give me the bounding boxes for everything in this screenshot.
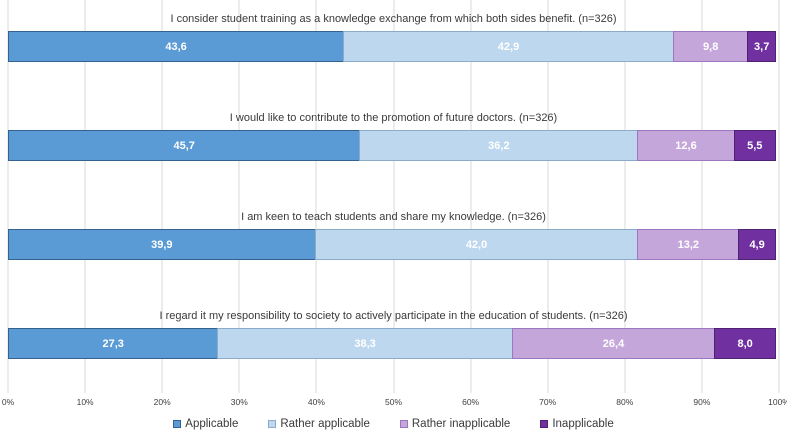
row-title-text: I consider student training as a knowled… xyxy=(170,13,617,25)
segment-value-label: 27,3 xyxy=(102,337,124,350)
row-title-text: I regard it my responsibility to society… xyxy=(159,310,628,322)
chart-row: I would like to contribute to the promot… xyxy=(8,99,779,198)
legend-item-applicable: Applicable xyxy=(173,418,238,430)
legend-label: Rather inapplicable xyxy=(411,418,511,430)
row-title: I am keen to teach students and share my… xyxy=(8,198,779,227)
bar-segment-applicable: 39,9 xyxy=(8,229,316,260)
segment-value-label: 39,9 xyxy=(151,238,173,251)
segment-value-label: 12,6 xyxy=(675,139,697,152)
segment-value-label: 26,4 xyxy=(602,337,625,350)
segment-value-label: 42,0 xyxy=(465,238,488,251)
legend-swatch-icon xyxy=(399,420,408,428)
gridline xyxy=(161,0,163,393)
row-title: I consider student training as a knowled… xyxy=(8,0,779,29)
segment-value-label: 4,9 xyxy=(749,238,765,251)
bar-segment-inapplicable: 8,0 xyxy=(714,328,776,359)
segment-value-label: 5,5 xyxy=(747,139,763,152)
bar-segment-applicable: 43,6 xyxy=(8,31,345,62)
gridline xyxy=(470,0,472,393)
x-axis-tick-label: 10% xyxy=(76,397,94,407)
segment-value-label: 45,7 xyxy=(173,139,195,152)
gridline xyxy=(315,0,317,393)
segment-value-label: 36,2 xyxy=(488,139,510,152)
x-axis-tick-label: 30% xyxy=(230,397,248,407)
bar-segment-applicable: 27,3 xyxy=(8,328,219,359)
bar-segment-rather-inapplicable: 9,8 xyxy=(672,31,749,62)
segment-value-label: 8,0 xyxy=(737,337,753,350)
bar-segment-rather-applicable: 42,0 xyxy=(314,229,639,260)
stacked-bar: 43,6 42,9 9,8 3,7 xyxy=(8,31,779,62)
x-axis-tick-label: 80% xyxy=(616,397,634,407)
bar-segment-inapplicable: 4,9 xyxy=(738,229,776,260)
gridline xyxy=(547,0,549,393)
legend: Applicable Rather applicable Rather inappl… xyxy=(0,413,787,435)
bar-segment-rather-applicable: 38,3 xyxy=(217,328,513,359)
segment-value-label: 42,9 xyxy=(497,40,520,53)
legend-swatch-icon xyxy=(268,420,277,428)
row-title: I regard it my responsibility to society… xyxy=(8,297,779,326)
bar-segment-inapplicable: 3,7 xyxy=(747,31,776,62)
gridline xyxy=(701,0,703,393)
chart-row: I regard it my responsibility to society… xyxy=(8,297,779,396)
segment-value-label: 3,7 xyxy=(754,40,770,53)
segment-value-label: 9,8 xyxy=(703,40,719,53)
segment-value-label: 13,2 xyxy=(677,238,700,251)
plot-area: I consider student training as a knowled… xyxy=(7,0,780,396)
x-axis-tick-label: 40% xyxy=(307,397,325,407)
gridline xyxy=(624,0,626,393)
bar-segment-rather-inapplicable: 13,2 xyxy=(637,229,740,260)
bar-segment-applicable: 45,7 xyxy=(8,130,361,161)
x-axis-tick-label: 70% xyxy=(539,397,557,407)
legend-swatch-icon xyxy=(173,420,182,428)
gridline xyxy=(84,0,86,393)
bar-segment-rather-inapplicable: 26,4 xyxy=(511,328,716,359)
segment-value-label: 38,3 xyxy=(354,337,376,350)
stacked-bar: 45,7 36,2 12,6 5,5 xyxy=(8,130,779,161)
bar-segment-inapplicable: 5,5 xyxy=(733,130,776,161)
x-axis-tick-label: 20% xyxy=(153,397,171,407)
x-axis-tick-label: 60% xyxy=(462,397,480,407)
gridline xyxy=(778,0,780,393)
gridline xyxy=(393,0,394,393)
stacked-bar: 27,3 38,3 26,4 8,0 xyxy=(8,328,779,359)
bar-segment-rather-applicable: 36,2 xyxy=(359,130,639,161)
x-axis-tick-label: 90% xyxy=(693,397,711,407)
legend-item-inapplicable: Inapplicable xyxy=(540,418,614,430)
legend-label: Rather applicable xyxy=(280,418,370,430)
legend-item-rather-applicable: Rather applicable xyxy=(268,418,370,430)
x-axis-tick-label: 100% xyxy=(768,397,787,407)
legend-item-rather-inapplicable: Rather inapplicable xyxy=(399,418,511,430)
chart-row: I consider student training as a knowled… xyxy=(8,0,779,99)
x-axis-tick-label: 50% xyxy=(384,397,403,407)
bar-segment-rather-applicable: 42,9 xyxy=(343,31,674,62)
legend-label: Applicable xyxy=(185,418,239,430)
chart-row: I am keen to teach students and share my… xyxy=(8,198,779,297)
bar-segment-rather-inapplicable: 12,6 xyxy=(637,130,735,161)
gridline xyxy=(238,0,240,393)
segment-value-label: 43,6 xyxy=(165,40,187,53)
row-title-text: I would like to contribute to the promot… xyxy=(229,112,558,124)
x-axis-tick-label: 0% xyxy=(1,397,15,407)
x-axis: 0% 10% 20% 30% 40% 50% 60% 70% 80% 90% 100% xyxy=(2,395,787,409)
legend-label: Inapplicable xyxy=(552,418,614,430)
legend-swatch-icon xyxy=(540,420,549,428)
gridline xyxy=(7,0,9,393)
stacked-bar: 39,9 42,0 13,2 4,9 xyxy=(8,229,779,260)
row-title-text: I am keen to teach students and share my… xyxy=(241,211,546,223)
row-title: I would like to contribute to the promot… xyxy=(8,99,779,128)
